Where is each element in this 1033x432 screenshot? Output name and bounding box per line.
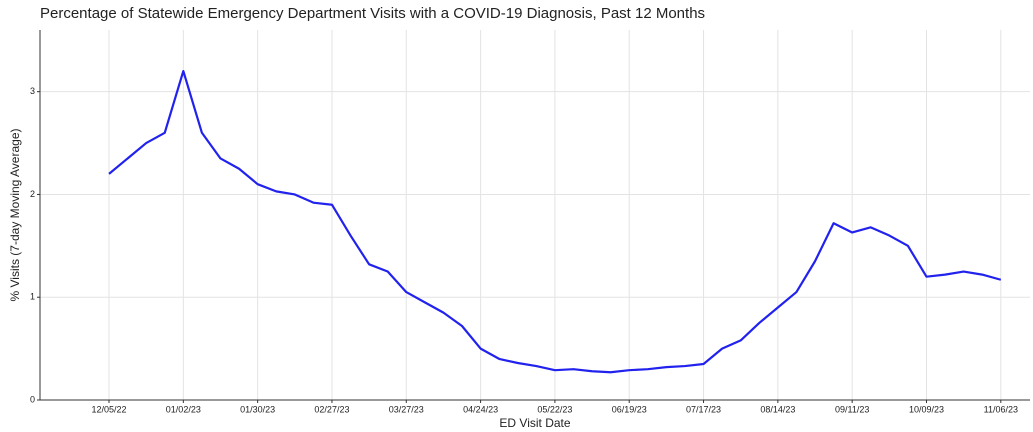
y-tick-label: 1 <box>30 292 35 302</box>
x-tick-label: 01/30/23 <box>240 404 275 414</box>
y-axis-label: % Visits (7-day Moving Average) <box>8 129 22 302</box>
x-tick-label: 10/09/23 <box>909 404 944 414</box>
x-tick-label: 03/27/23 <box>389 404 424 414</box>
x-axis-label: ED Visit Date <box>499 416 570 430</box>
y-tick-label: 0 <box>30 394 35 404</box>
data-line <box>108 70 1002 374</box>
y-tick-label: 3 <box>30 86 35 96</box>
x-tick-label: 04/24/23 <box>463 404 498 414</box>
x-tick-label: 06/19/23 <box>612 404 647 414</box>
x-tick-label: 07/17/23 <box>686 404 721 414</box>
y-tick-label: 2 <box>30 189 35 199</box>
x-tick-label: 11/06/23 <box>984 404 1018 414</box>
x-tick-label: 02/27/23 <box>314 404 349 414</box>
x-tick-label: 01/02/23 <box>166 404 201 414</box>
x-tick-label: 12/05/22 <box>91 404 126 414</box>
x-tick-label: 05/22/23 <box>537 404 572 414</box>
x-tick-label: 09/11/23 <box>835 404 869 414</box>
chart-title: Percentage of Statewide Emergency Depart… <box>40 5 705 22</box>
x-tick-label: 08/14/23 <box>760 404 795 414</box>
